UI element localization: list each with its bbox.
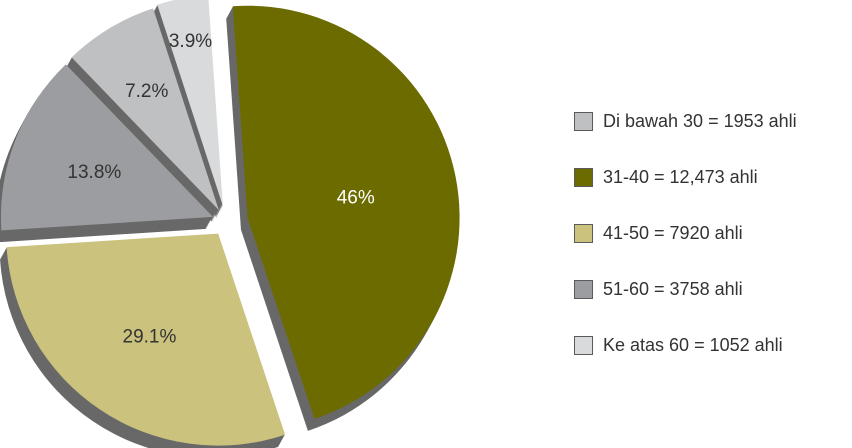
legend-item: Ke atas 60 = 1052 ahli (574, 332, 844, 358)
legend-label: 31-40 = 12,473 ahli (603, 166, 758, 187)
legend-label: Di bawah 30 = 1953 ahli (603, 110, 797, 131)
pie-slice (0, 64, 213, 231)
legend-swatch (574, 223, 593, 243)
slice-value-label: 7.2% (125, 81, 168, 102)
slice-value-label: 29.1% (123, 327, 177, 348)
pie-slice (6, 233, 286, 446)
legend-swatch (574, 279, 593, 299)
legend-item: 31-40 = 12,473 ahli (574, 164, 844, 190)
legend-swatch (574, 111, 593, 131)
legend-item: 41-50 = 7920 ahli (574, 220, 844, 246)
legend-item: Di bawah 30 = 1953 ahli (574, 108, 844, 134)
slice-value-label: 13.8% (67, 162, 121, 183)
legend-label: Ke atas 60 = 1052 ahli (603, 334, 783, 355)
pie-slice (157, 0, 223, 207)
legend: Di bawah 30 = 1953 ahli 31-40 = 12,473 ah… (574, 108, 844, 388)
legend-label: 41-50 = 7920 ahli (603, 222, 743, 243)
slice-value-label: 46% (337, 187, 375, 208)
slice-value-label: 3.9% (169, 31, 212, 52)
legend-label: 51-60 = 3758 ahli (603, 278, 743, 299)
pie-chart: 46% 29.1% 13.8% 7.2% 3.9% (0, 0, 460, 448)
legend-item: 51-60 = 3758 ahli (574, 276, 844, 302)
pie-slice (71, 8, 219, 210)
legend-swatch (574, 335, 593, 355)
legend-swatch (574, 167, 593, 187)
pie-slice (232, 5, 460, 419)
